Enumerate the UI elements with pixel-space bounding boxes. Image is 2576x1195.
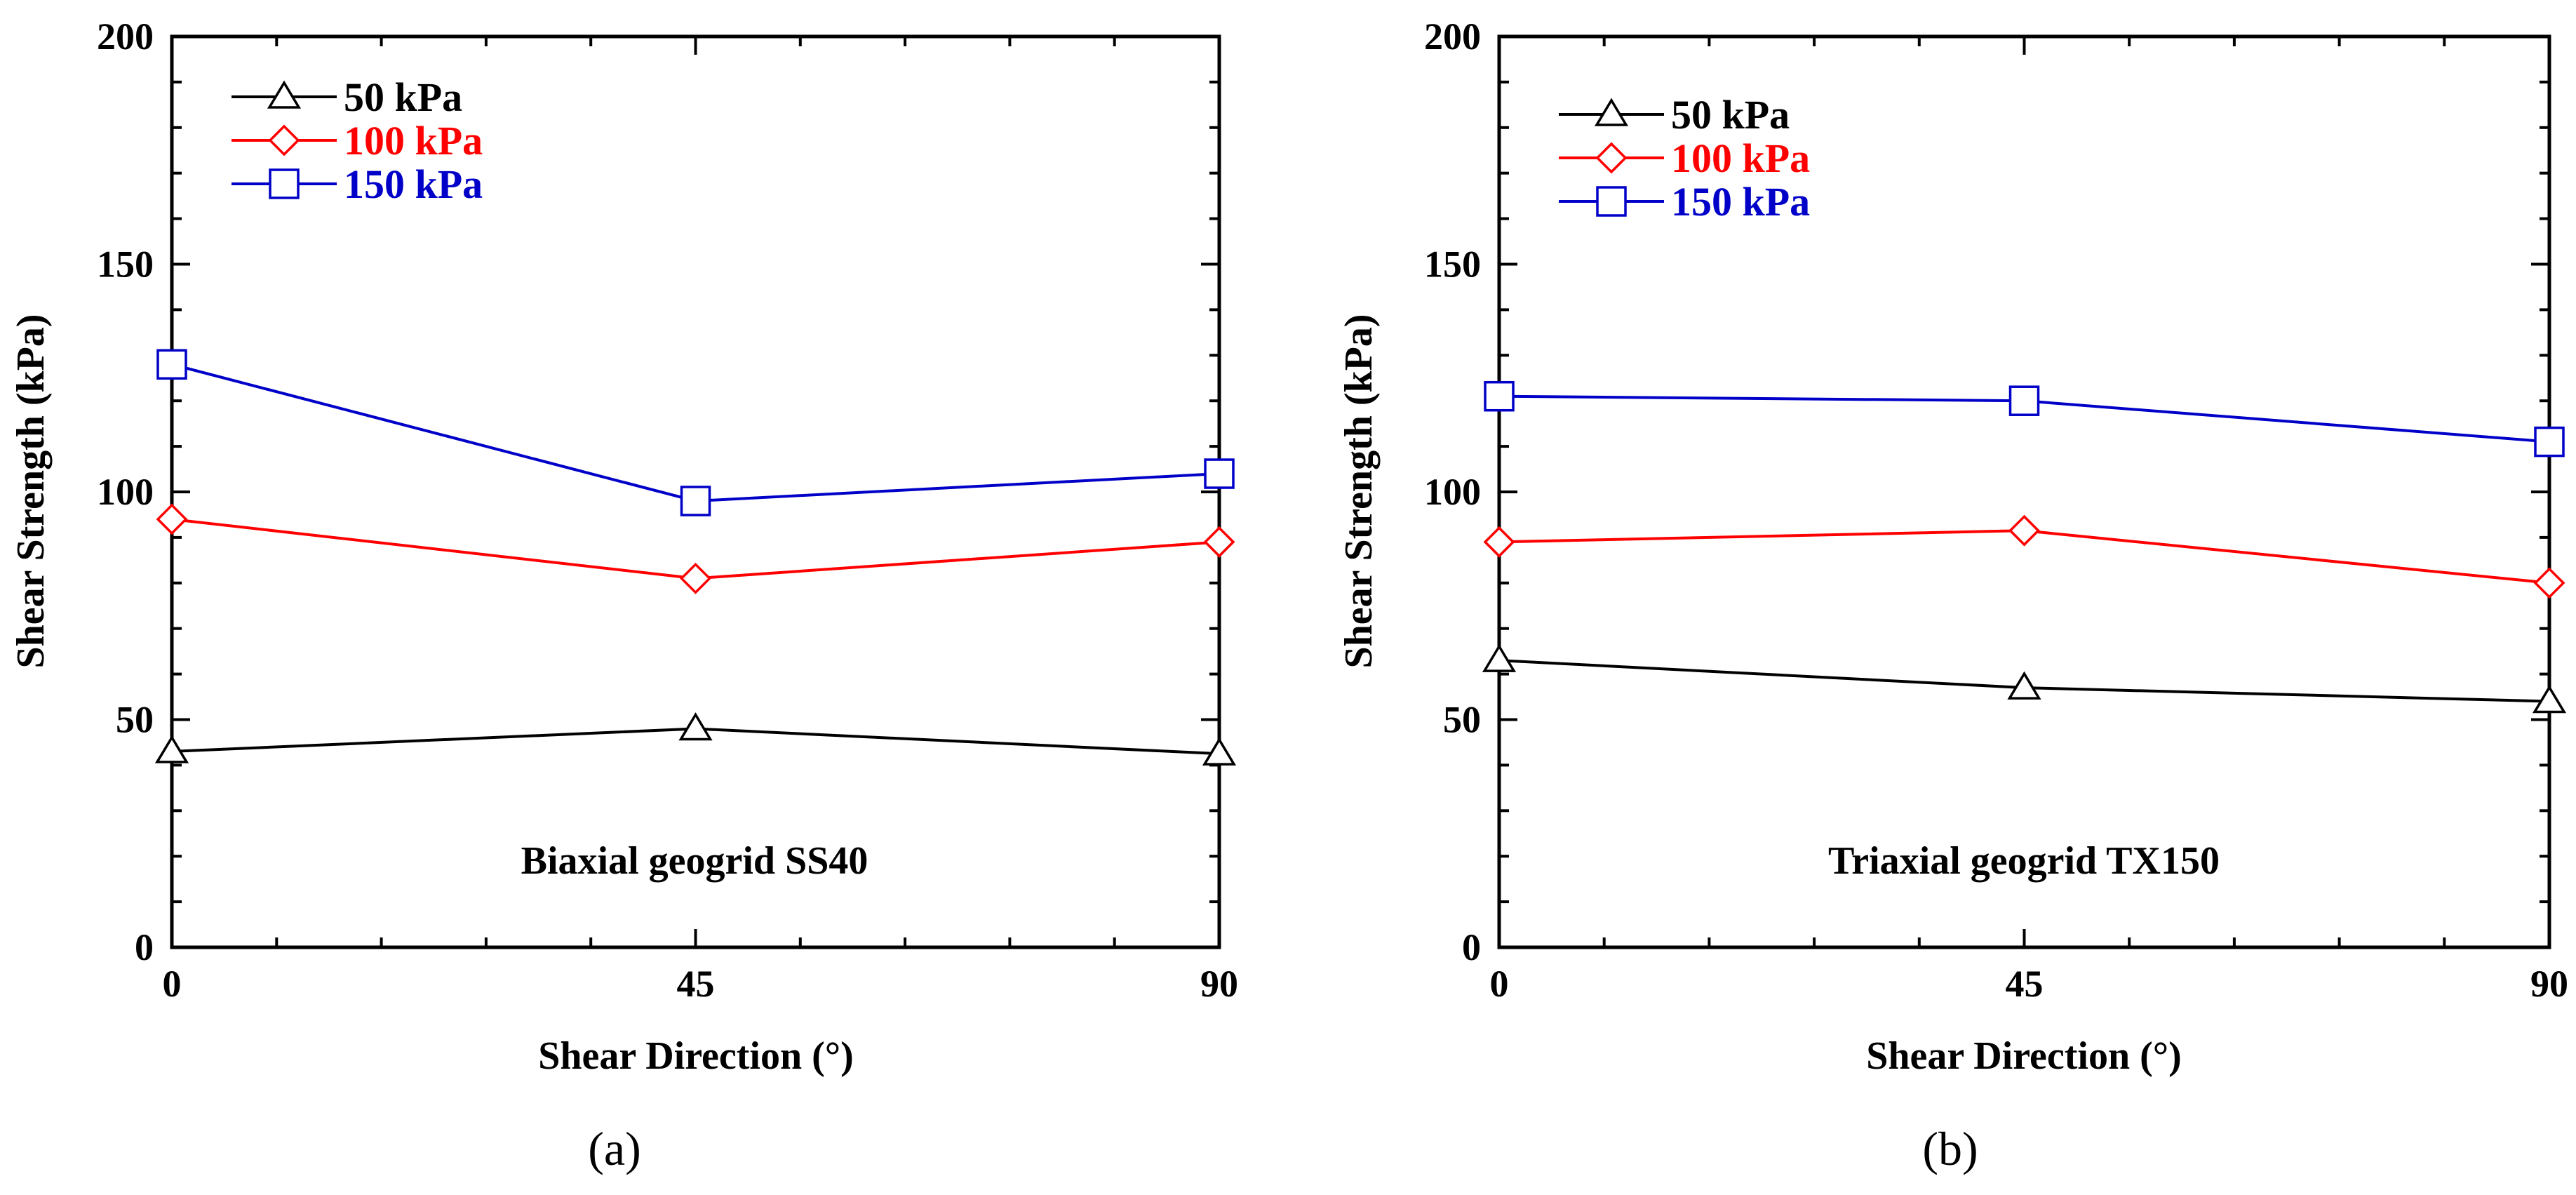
y-tick-label: 50	[116, 699, 154, 741]
legend-entry: 50 kPa	[1559, 92, 1790, 138]
x-tick-label: 90	[2530, 963, 2568, 1005]
plot-annotation: Triaxial geogrid TX150	[1828, 839, 2220, 883]
x-tick-label: 45	[677, 963, 715, 1005]
y-axis-title: Shear Strength (kPa)	[1337, 314, 1381, 668]
data-point	[156, 349, 187, 380]
legend-entry: 100 kPa	[232, 118, 483, 163]
legend-label: 150 kPa	[1671, 179, 1810, 225]
data-point	[2532, 685, 2567, 714]
panel-label: (a)	[588, 1122, 640, 1175]
data-point	[2008, 514, 2040, 547]
x-tick-label: 0	[1490, 963, 1509, 1005]
data-point	[1483, 526, 1515, 558]
legend-entry: 50 kPa	[232, 74, 462, 120]
legend-label: 50 kPa	[1671, 92, 1790, 138]
data-point	[156, 503, 188, 535]
x-tick-label: 0	[163, 963, 182, 1005]
series-100-kpa	[1483, 514, 2565, 599]
y-tick-label: 0	[1462, 926, 1481, 968]
data-point	[678, 712, 713, 741]
legend-marker	[1595, 142, 1628, 174]
plot-frame	[1497, 34, 2551, 949]
y-tick-label: 150	[1424, 243, 1481, 286]
y-tick-label: 200	[97, 15, 154, 58]
series-50-kpa	[154, 712, 1237, 766]
legend-marker	[1594, 98, 1629, 126]
x-tick-label: 90	[1200, 963, 1238, 1005]
data-point	[1482, 643, 1517, 672]
data-point	[1203, 526, 1235, 558]
series-100-kpa	[156, 503, 1235, 594]
data-point	[1484, 380, 1515, 412]
x-axis-title: Shear Direction (°)	[538, 1034, 854, 1078]
series-150-kpa	[156, 349, 1235, 516]
legend-marker	[269, 168, 300, 199]
panel-label: (b)	[1922, 1122, 1978, 1175]
y-tick-label: 100	[97, 471, 154, 513]
legend-label: 50 kPa	[344, 74, 462, 120]
data-point	[680, 486, 711, 516]
legend-marker	[268, 124, 300, 156]
chart-panel-b: 0 50 100 150 200 0 45 90 Shear Direction (°) Shea…	[1337, 15, 2568, 1175]
data-point	[1202, 737, 1237, 766]
legend-label: 150 kPa	[344, 161, 483, 207]
chart-panel-a: 0 50 100 150 200 0 45 90 Shear Direction (°) Shea…	[9, 15, 1238, 1175]
data-point	[2007, 671, 2041, 700]
y-axis-title: Shear Strength (kPa)	[9, 314, 53, 668]
y-tick-label: 200	[1424, 15, 1481, 58]
data-point	[1204, 458, 1235, 489]
y-tick-label: 50	[1443, 699, 1481, 741]
legend-label: 100 kPa	[1671, 135, 1810, 181]
x-tick-label: 45	[2006, 963, 2044, 1005]
legend-label: 100 kPa	[344, 118, 483, 163]
x-axis-title: Shear Direction (°)	[1866, 1034, 2182, 1078]
legend-marker	[267, 80, 302, 109]
data-point	[680, 562, 711, 594]
data-point	[2534, 426, 2565, 458]
plot-annotation: Biaxial geogrid SS40	[521, 839, 868, 883]
data-point	[2533, 567, 2565, 599]
series-line	[171, 363, 1220, 502]
y-tick-label: 150	[97, 243, 154, 286]
legend-entry: 150 kPa	[232, 161, 483, 207]
legend-entry: 100 kPa	[1559, 135, 1810, 181]
y-tick-label: 0	[135, 926, 154, 968]
legend-marker	[1596, 186, 1627, 217]
series-50-kpa	[1482, 643, 2567, 714]
data-point	[154, 735, 189, 763]
data-point	[2008, 385, 2040, 416]
series-150-kpa	[1484, 380, 2565, 458]
legend-entry: 150 kPa	[1559, 179, 1810, 225]
y-tick-label: 100	[1424, 471, 1481, 513]
